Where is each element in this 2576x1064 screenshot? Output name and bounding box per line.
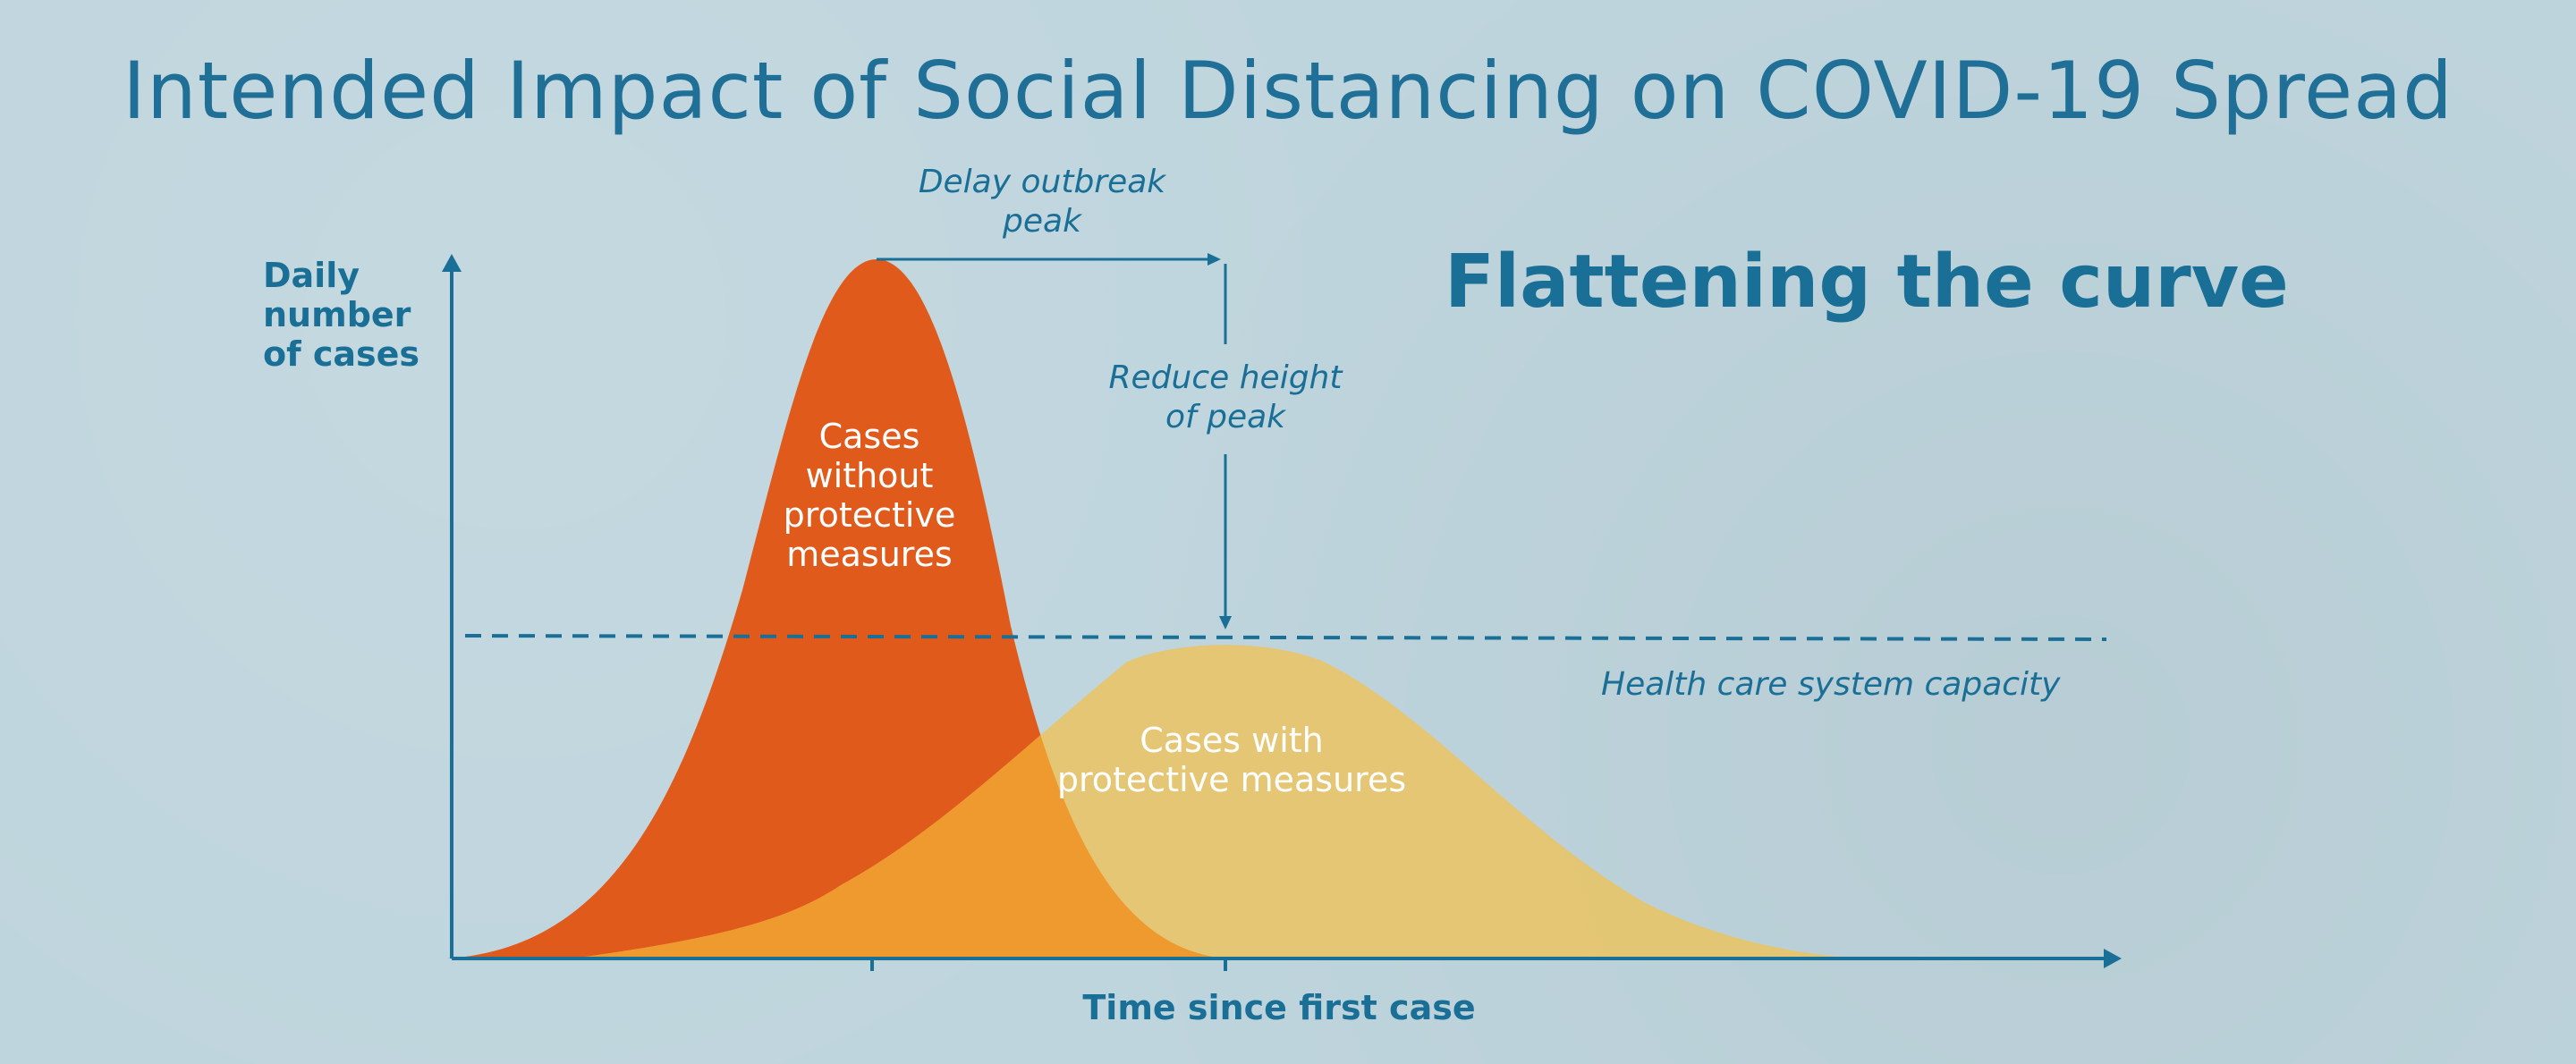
reduce-peak-note: Reduce height of peak [1108,359,1343,435]
label-without-measures: Cases without protective measures [783,417,956,574]
subtitle: Flattening the curve [1445,240,2289,325]
y-axis-arrow [442,254,462,272]
y-axis-label: Daily number of cases [263,256,420,374]
capacity-note: Health care system capacity [1601,666,2061,703]
label-with-measures: Cases with protective measures [1056,721,1407,799]
delay-peak-note: Delay outbreak peak [918,164,1166,240]
page-title: Intended Impact of Social Distancing on … [123,45,2453,137]
reduce-peak-arrowhead [1219,616,1232,629]
delay-peak-arrowhead [1208,253,1221,266]
x-axis-arrow [2104,949,2122,968]
x-axis-label: Time since first case [1082,988,1476,1027]
capacity-line [464,634,2107,641]
